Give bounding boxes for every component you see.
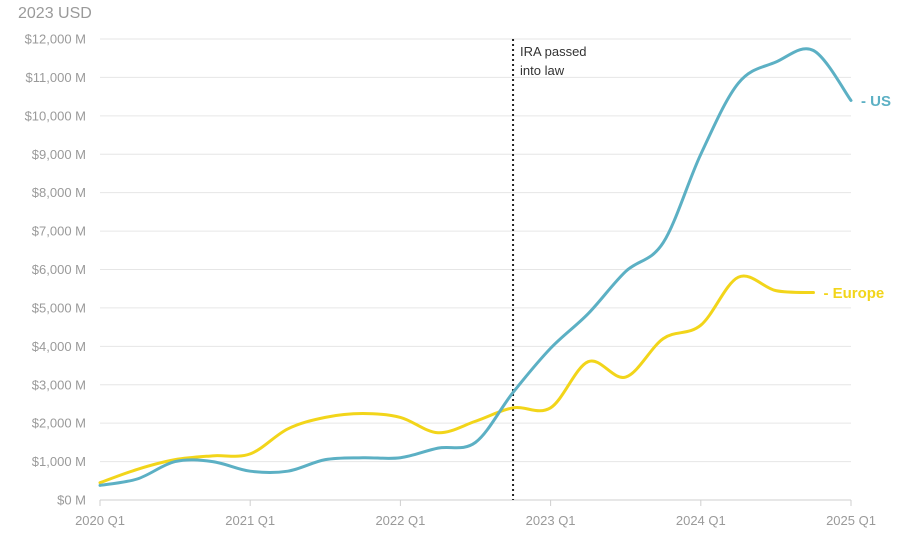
y-tick-label: $1,000 M	[32, 454, 86, 469]
y-tick-label: $2,000 M	[32, 416, 86, 431]
y-tick-label: $6,000 M	[32, 262, 86, 277]
annotation-text: IRA passed	[520, 44, 587, 59]
x-tick-label: 2025 Q1	[826, 513, 876, 528]
y-tick-label: $0 M	[57, 493, 86, 508]
y-tick-label: $9,000 M	[32, 147, 86, 162]
y-unit-label: 2023 USD	[18, 5, 92, 22]
x-tick-label: 2024 Q1	[676, 513, 726, 528]
grid-layer	[100, 38, 851, 501]
annotation-layer: IRA passed into law	[512, 39, 587, 500]
y-tick-label: $8,000 M	[32, 185, 86, 200]
series-label-europe: - Europe	[823, 285, 884, 302]
y-tick-label: $12,000 M	[25, 32, 86, 47]
series-layer: - Europe - US	[98, 47, 891, 487]
y-tick-label: $3,000 M	[32, 377, 86, 392]
x-tick-label: 2020 Q1	[75, 513, 125, 528]
series-line-us	[98, 47, 853, 487]
series-line-europe	[98, 274, 815, 485]
y-tick-label: $7,000 M	[32, 224, 86, 239]
y-tick-label: $5,000 M	[32, 300, 86, 315]
series-label-us: - US	[861, 93, 891, 110]
x-tick-label: 2022 Q1	[375, 513, 425, 528]
x-tick-label: 2021 Q1	[225, 513, 275, 528]
y-axis-ticks: $0 M $1,000 M $2,000 M $3,000 M $4,000 M $5,0…	[25, 32, 86, 508]
y-tick-label: $11,000 M	[26, 70, 86, 85]
annotation-text: into law	[520, 63, 565, 78]
y-tick-label: $4,000 M	[32, 339, 86, 354]
x-axis-ticks: 2020 Q1 2021 Q1 2022 Q1 2023 Q1 2024 Q1 2025 …	[75, 500, 876, 528]
x-tick-label: 2023 Q1	[526, 513, 576, 528]
y-tick-label: $10,000 M	[25, 108, 86, 123]
